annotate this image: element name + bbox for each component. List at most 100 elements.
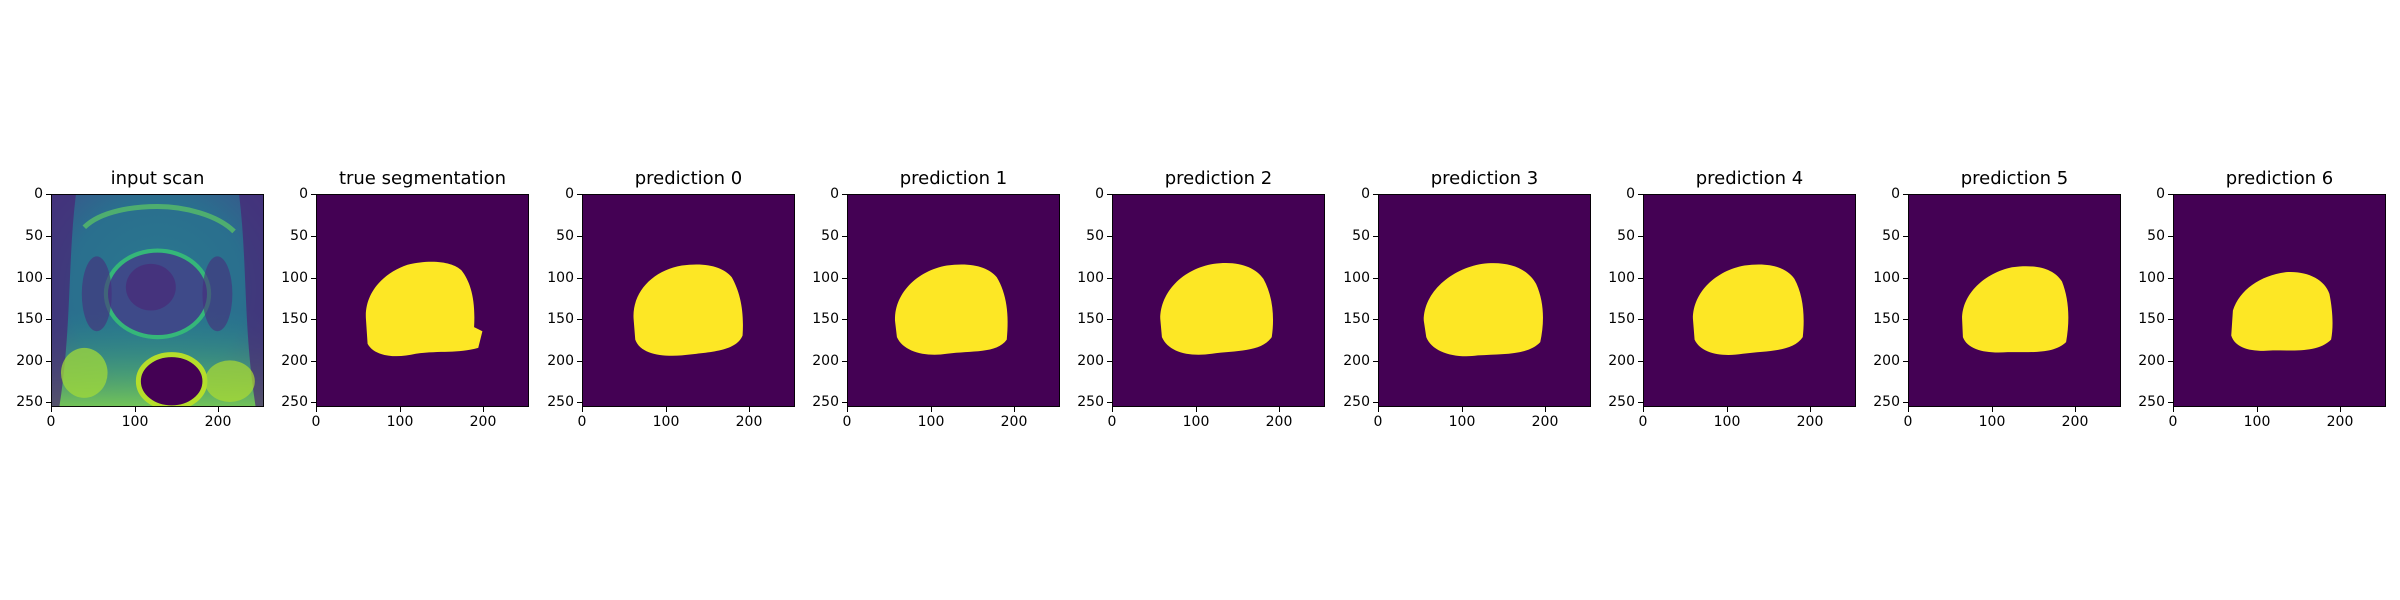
y-tick-label: 100 [16,270,43,286]
y-tick-mark [1638,236,1643,237]
plot-frame [582,194,795,407]
y-tick-mark [1373,236,1378,237]
y-tick-mark [842,278,847,279]
x-tick-label: 0 [1903,414,1913,430]
y-tick-label: 100 [1608,270,1635,286]
y-tick-mark [1903,402,1908,403]
y-tick-label: 200 [16,353,43,369]
y-tick-label: 50 [556,228,574,244]
segmentation-blob [2231,272,2333,351]
y-tick-label: 50 [290,228,308,244]
y-tick-label: 50 [821,228,839,244]
segmentation-blob [1692,264,1804,355]
y-tick-label: 250 [1873,394,1900,410]
mask-image [1908,194,2121,407]
plot-frame [1908,194,2121,407]
scan-left-dark [51,194,76,407]
y-tick-mark [1638,361,1643,362]
scan-arc-top [82,203,236,234]
y-tick-mark [311,236,316,237]
y-tick-label: 150 [1077,311,1104,327]
y-tick-mark [1107,278,1112,279]
x-tick-mark [316,407,317,412]
segmentation-blob [895,264,1008,355]
y-tick-label: 50 [1617,228,1635,244]
y-tick-label: 0 [830,186,839,202]
scan-right-muscle [202,256,233,332]
y-tick-label: 200 [812,353,839,369]
y-tick-label: 200 [2138,353,2165,369]
y-tick-mark [2168,361,2173,362]
y-tick-label: 50 [2147,228,2165,244]
y-tick-mark [46,194,51,195]
panel-title: input scan [110,168,205,189]
x-tick-mark [1196,407,1197,412]
x-tick-label: 0 [1373,414,1383,430]
y-tick-label: 100 [1343,270,1370,286]
x-tick-label: 100 [1978,414,2006,430]
mask-image [1112,194,1325,407]
panel-title: prediction 6 [2225,168,2334,189]
x-tick-mark [400,407,401,412]
x-tick-label: 100 [1182,414,1210,430]
y-tick-mark [311,402,316,403]
mask-image [2173,194,2386,407]
y-tick-label: 150 [812,311,839,327]
y-tick-mark [1107,194,1112,195]
y-tick-mark [1638,402,1643,403]
x-tick-mark [51,407,52,412]
y-tick-mark [2168,278,2173,279]
y-tick-mark [577,361,582,362]
x-tick-label: 100 [386,414,414,430]
x-tick-mark [1112,407,1113,412]
x-tick-mark [749,407,750,412]
y-tick-label: 0 [1095,186,1104,202]
x-tick-mark [1279,407,1280,412]
x-tick-label: 0 [577,414,587,430]
x-tick-mark [1908,407,1909,412]
scan-gland-core [125,263,176,311]
y-tick-label: 200 [1873,353,1900,369]
y-tick-label: 200 [1343,353,1370,369]
y-tick-label: 200 [1608,353,1635,369]
y-tick-label: 250 [547,394,574,410]
mask-image [1643,194,1856,407]
x-tick-label: 100 [1713,414,1741,430]
y-tick-mark [1903,361,1908,362]
y-tick-label: 250 [812,394,839,410]
x-tick-mark [218,407,219,412]
y-tick-label: 100 [281,270,308,286]
x-tick-mark [582,407,583,412]
y-tick-mark [46,236,51,237]
y-tick-label: 200 [1077,353,1104,369]
segmentation-blob [1962,266,2069,353]
mask-image [1378,194,1591,407]
y-tick-label: 250 [1077,394,1104,410]
scan-bright-right [204,360,255,403]
y-tick-mark [46,402,51,403]
y-tick-mark [1107,319,1112,320]
mask-image [316,194,529,407]
segmentation-blob [1160,263,1274,355]
x-tick-mark [1727,407,1728,412]
x-tick-mark [483,407,484,412]
x-tick-mark [2340,407,2341,412]
panel-title: prediction 4 [1695,168,1804,189]
y-tick-mark [577,319,582,320]
panel-title: true segmentation [338,168,507,189]
y-tick-mark [311,278,316,279]
y-tick-mark [1903,278,1908,279]
x-tick-label: 100 [917,414,945,430]
y-tick-mark [1107,236,1112,237]
y-tick-label: 250 [1343,394,1370,410]
scan-right-dark [239,194,264,407]
y-tick-mark [311,361,316,362]
x-tick-mark [1992,407,1993,412]
panel-title: prediction 0 [634,168,743,189]
y-tick-mark [1107,361,1112,362]
y-tick-mark [1373,278,1378,279]
x-tick-mark [2075,407,2076,412]
y-tick-mark [1903,319,1908,320]
x-tick-mark [1545,407,1546,412]
x-tick-mark [1810,407,1811,412]
